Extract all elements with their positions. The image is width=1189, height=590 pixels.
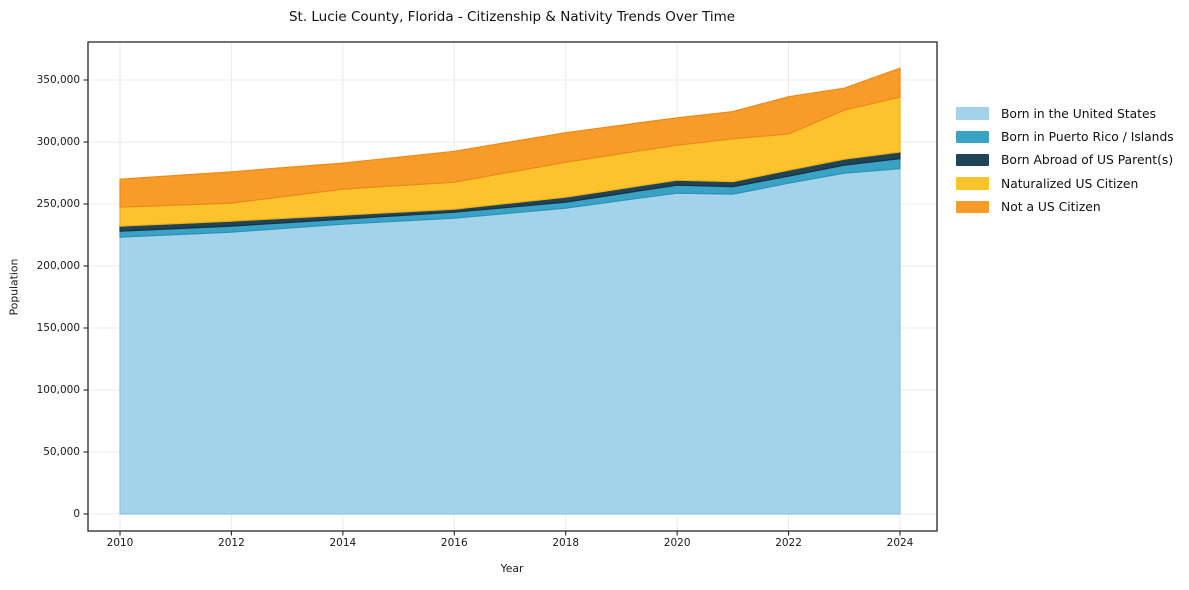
chart-title: St. Lucie County, Florida - Citizenship …: [288, 9, 736, 25]
chart-legend: Born in the United States Born in Puerto …: [956, 102, 1174, 218]
y-axis-title: Population: [7, 258, 21, 316]
legend-entry: Born Abroad of US Parent(s): [956, 149, 1174, 172]
legend-swatch: [956, 130, 989, 144]
legend-swatch: [956, 107, 989, 120]
legend-label: Naturalized US Citizen: [1001, 176, 1139, 191]
legend-label: Born in the United States: [1001, 106, 1156, 121]
legend-entry: Born in the United States: [956, 102, 1174, 125]
x-axis-title: Year: [500, 562, 524, 575]
legend-entry: Not a US Citizen: [956, 195, 1174, 218]
legend-swatch: [956, 153, 989, 167]
plot-frame: [87, 41, 938, 532]
legend-entry: Naturalized US Citizen: [956, 172, 1174, 195]
area-not-a-us-citizen: [119, 67, 901, 208]
legend-swatch: [956, 200, 989, 214]
legend-entry: Born in Puerto Rico / Islands: [956, 125, 1174, 148]
legend-label: Not a US Citizen: [1001, 199, 1101, 214]
legend-swatch: [956, 177, 989, 190]
legend-label: Born Abroad of US Parent(s): [1001, 153, 1174, 168]
legend-label: Born in Puerto Rico / Islands: [1001, 129, 1174, 144]
